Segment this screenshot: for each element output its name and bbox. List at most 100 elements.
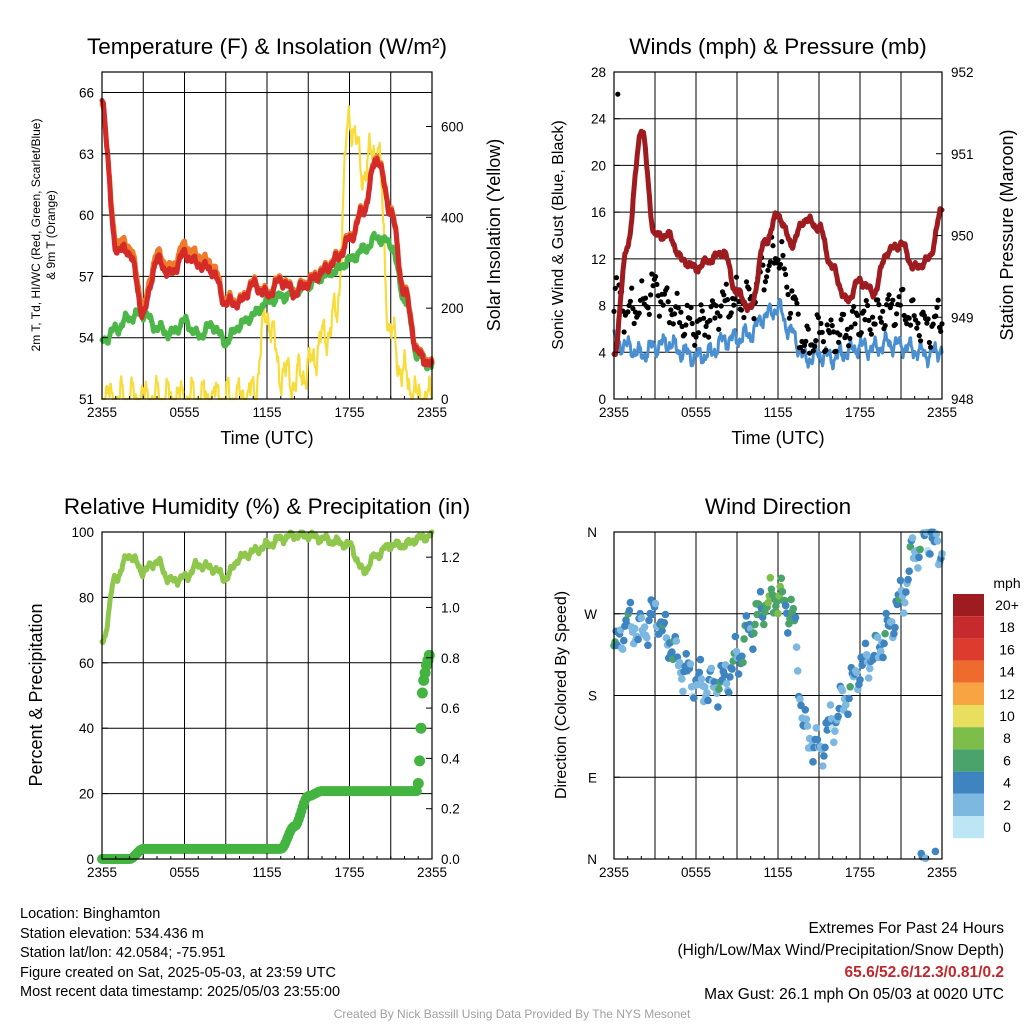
y-tick-label: 57 [79, 269, 94, 284]
gust-point [865, 302, 871, 309]
direction-point [887, 618, 896, 626]
direction-point [640, 623, 649, 631]
x-tick-label: 2355 [87, 865, 117, 880]
gust-point [613, 275, 620, 281]
gust-point [675, 305, 681, 311]
direction-point [731, 632, 740, 641]
gust-point [795, 311, 801, 317]
gust-point [784, 284, 790, 290]
gust-point [799, 338, 805, 345]
temperature-panel: 2355 0555 1155 1755 235551545760636602004006… [29, 34, 504, 448]
y-tick-label: 20 [79, 787, 94, 802]
y-tick-label: 80 [79, 590, 94, 605]
x-tick-label: 0555 [169, 865, 199, 880]
direction-point [926, 550, 934, 558]
gust-point [848, 324, 854, 330]
gust-point [867, 327, 873, 333]
direction-point [809, 758, 817, 766]
created-text: Figure created on Sat, 2025-05-03, at 23… [20, 964, 336, 981]
x-tick-label: 0555 [169, 405, 199, 420]
direction-point [901, 598, 909, 607]
gust-point [906, 315, 912, 321]
direction-point [648, 610, 657, 619]
gust-point [687, 315, 693, 322]
colorbar-label: 0 [1003, 819, 1011, 835]
colorbar-label: 16 [999, 641, 1015, 657]
gust-point [693, 334, 699, 340]
gust-point [703, 323, 709, 329]
y2-tick-label: 948 [951, 392, 974, 407]
gust-point [738, 307, 745, 313]
direction-point [679, 687, 687, 696]
direction-point [906, 543, 915, 551]
gust-point [926, 339, 933, 346]
gust-point [815, 314, 822, 321]
y-axis-label: 2m T, Td, HI/WC (Red, Green, Scarlet/Blu… [29, 119, 43, 352]
direction-point [704, 696, 712, 705]
direction-point [715, 685, 723, 693]
y-tick-label: 54 [79, 331, 95, 346]
direction-point [722, 679, 731, 688]
gust-point [861, 308, 867, 314]
direction-point [862, 651, 871, 659]
gust-point [789, 288, 795, 294]
extremes-block: Extremes For Past 24 Hours (High/Low/Max… [678, 918, 1005, 1006]
gust-point [820, 339, 827, 345]
gust-point [829, 323, 835, 329]
gust-point [670, 321, 676, 327]
direction-point [821, 743, 829, 752]
gust-point [877, 315, 883, 321]
direction-point [834, 712, 842, 721]
gust-point [824, 322, 830, 328]
direction-point [651, 599, 660, 608]
gust-point [664, 285, 670, 291]
y2-tick-label: 600 [441, 120, 464, 135]
direction-point [890, 629, 898, 638]
gust-point [626, 302, 632, 309]
direction-point [819, 762, 827, 770]
gust-point [716, 326, 722, 332]
gust-point [764, 274, 770, 280]
x-tick-label: 2355 [599, 865, 629, 880]
direction-point [726, 673, 734, 681]
gust-point [723, 281, 729, 287]
credit-text: Created By Nick Bassill Using Data Provi… [333, 1007, 691, 1021]
y2-tick-label: 952 [951, 65, 974, 80]
direction-point [707, 664, 716, 673]
gust-point [653, 274, 659, 280]
direction-point [637, 614, 646, 622]
direction-point [686, 660, 695, 668]
gust-point [683, 322, 689, 328]
direction-point [864, 674, 873, 682]
gust-point [788, 310, 794, 316]
y-tick-label: 20 [591, 158, 606, 173]
colorbar-swatch [953, 749, 984, 772]
direction-point [626, 598, 635, 607]
direction-point [891, 623, 899, 632]
gust-point [892, 321, 898, 328]
precipitation-point [423, 649, 435, 661]
gust-point [794, 300, 800, 306]
y-tick-label: N [587, 852, 597, 867]
direction-point [645, 616, 653, 625]
gust-point [805, 326, 811, 332]
direction-point [773, 597, 781, 606]
gust-point [668, 307, 674, 313]
y2-tick-label: 0 [441, 392, 449, 407]
y2-tick-label: 1.0 [441, 600, 460, 615]
direction-point [661, 610, 670, 619]
direction-point [802, 715, 811, 723]
y2-tick-label: 949 [951, 310, 974, 325]
gust-point [896, 294, 902, 300]
direction-point [844, 710, 852, 719]
y-tick-label: 4 [598, 345, 606, 360]
gust-point [910, 297, 916, 303]
y-tick-label: 28 [591, 65, 606, 80]
direction-point [732, 647, 741, 656]
gust-point [636, 310, 642, 316]
temp-2m-line [99, 97, 435, 368]
gust-point [819, 329, 825, 335]
gust-point [674, 290, 680, 296]
gust-point [854, 312, 861, 318]
